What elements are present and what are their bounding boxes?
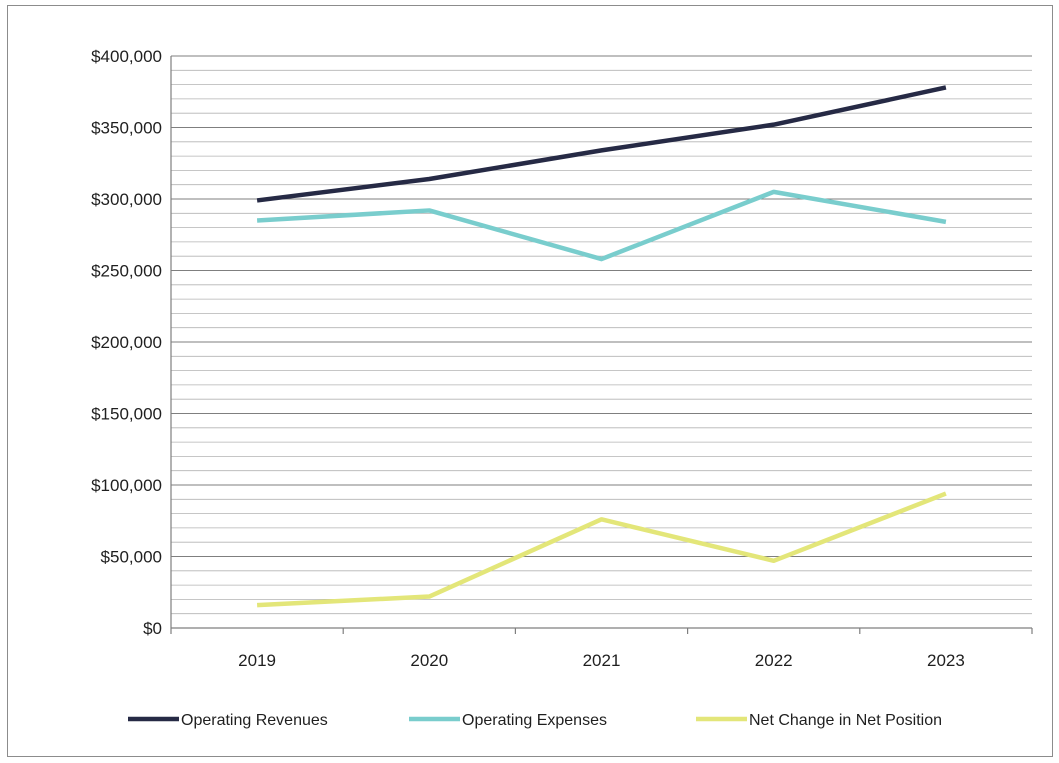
y-tick-label: $150,000 bbox=[91, 405, 162, 424]
y-tick-label: $300,000 bbox=[91, 190, 162, 209]
gridlines bbox=[171, 55, 1032, 615]
x-tick-label: 2023 bbox=[927, 651, 965, 670]
y-tick-label: $350,000 bbox=[91, 119, 162, 138]
legend-label: Net Change in Net Position bbox=[749, 712, 942, 729]
y-tick-label: $400,000 bbox=[91, 47, 162, 66]
series-line-operating-expenses bbox=[256, 189, 947, 262]
x-tick-label: 2020 bbox=[410, 651, 448, 670]
y-tick-label: $50,000 bbox=[101, 548, 162, 567]
axes bbox=[170, 56, 1033, 634]
x-tick-label: 2021 bbox=[583, 651, 621, 670]
y-tick-label: $200,000 bbox=[91, 333, 162, 352]
series-line-operating-revenues bbox=[256, 85, 947, 203]
y-tick-label: $100,000 bbox=[91, 476, 162, 495]
y-tick-label: $250,000 bbox=[91, 262, 162, 281]
series-line-net-change-in-net-position bbox=[256, 491, 947, 608]
chart-frame bbox=[7, 5, 1053, 757]
y-tick-label: $0 bbox=[143, 619, 162, 638]
x-axis-tick-labels: 2019 2020 2021 2022 2023 bbox=[238, 651, 965, 670]
series-lines bbox=[256, 85, 947, 608]
x-tick-label: 2022 bbox=[755, 651, 793, 670]
legend-label: Operating Expenses bbox=[462, 712, 607, 729]
legend-label: Operating Revenues bbox=[181, 712, 328, 729]
x-tick-label: 2019 bbox=[238, 651, 276, 670]
y-axis-tick-labels: $0 $50,000 $100,000 $150,000 $200,000 $250,00… bbox=[91, 47, 162, 638]
legend: Operating Revenues Operating Expenses Net … bbox=[128, 712, 942, 729]
